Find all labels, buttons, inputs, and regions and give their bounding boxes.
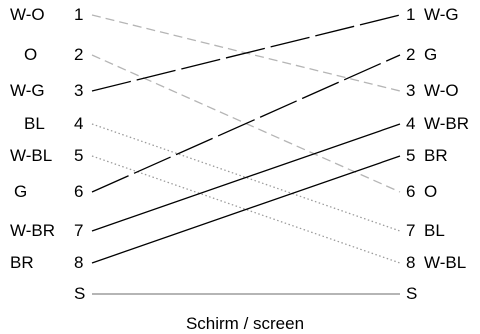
right-pin-code: BR xyxy=(424,146,448,165)
wire-6-to-2 xyxy=(91,54,401,193)
right-pin-code: W-BL xyxy=(424,253,466,272)
right-pin-number: 1 xyxy=(406,5,415,24)
left-pin-labels: W-O 1 O 2 W-G 3 BL 4 W-BL 5 G 6 W-BR 7 BR 8 S xyxy=(10,5,85,303)
right-pin-code: BL xyxy=(424,221,445,240)
left-pin-number: 4 xyxy=(74,114,83,133)
wire-group xyxy=(91,14,401,295)
left-pin-code: O xyxy=(24,45,37,64)
right-pin-code: G xyxy=(424,45,437,64)
left-pin-number: 3 xyxy=(74,81,83,100)
left-pin-code: G xyxy=(14,182,27,201)
right-pin-number: 6 xyxy=(406,182,415,201)
left-pin-code: W-BL xyxy=(10,146,52,165)
right-pin-code: W-G xyxy=(424,5,459,24)
left-pin-code: W-G xyxy=(10,81,45,100)
left-pin-number: 1 xyxy=(74,5,83,24)
left-pin-code: BL xyxy=(24,114,45,133)
left-pin-number: 7 xyxy=(74,221,83,240)
right-pin-number: 4 xyxy=(406,114,415,133)
right-pin-code: O xyxy=(424,182,437,201)
left-pin-number: 6 xyxy=(74,182,83,201)
left-pin-number: 8 xyxy=(74,253,83,272)
wire-3-to-1 xyxy=(91,14,401,92)
wire-7-to-4 xyxy=(91,123,401,232)
right-pin-number: 5 xyxy=(406,146,415,165)
right-pin-code: W-O xyxy=(424,81,459,100)
right-pin-number: 3 xyxy=(406,81,415,100)
right-pin-labels: 1 W-G 2 G3 W-O 4 W-BR 5 BR 6 O 7 BL 8 W-BL S xyxy=(406,5,469,303)
right-pin-number: 8 xyxy=(406,253,415,272)
left-pin-number: 5 xyxy=(74,146,83,165)
left-pin-code: W-O xyxy=(10,5,45,24)
shield-caption: Schirm / screen xyxy=(186,314,304,333)
left-pin-number: S xyxy=(74,284,85,303)
wire-8-to-5 xyxy=(91,155,401,264)
left-pin-number: 2 xyxy=(74,45,83,64)
left-pin-code: W-BR xyxy=(10,221,55,240)
right-pin-code: W-BR xyxy=(424,114,469,133)
left-pin-code: BR xyxy=(10,253,34,272)
right-pin-number: 2 xyxy=(406,45,415,64)
right-pin-number: 7 xyxy=(406,221,415,240)
right-pin-number: S xyxy=(406,284,417,303)
